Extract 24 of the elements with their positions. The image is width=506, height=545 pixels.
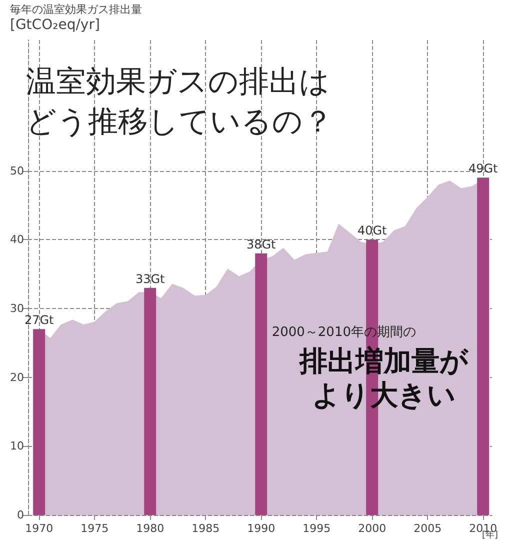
x-tick-label: 1995 xyxy=(302,522,331,535)
bar xyxy=(33,329,46,515)
y-tick-label: 50 xyxy=(10,164,24,178)
text: 温室効果ガスの排出はどう推移しているの？ xyxy=(26,64,333,140)
y-tick-label: 10 xyxy=(10,440,24,453)
x-tick-label: 2000 xyxy=(358,522,386,535)
bar xyxy=(477,178,490,515)
bar xyxy=(144,288,156,515)
x-tick-label: 1990 xyxy=(247,522,276,535)
x-tick-label: 1980 xyxy=(136,522,164,535)
y-axis-title: 毎年の温室効果ガス排出量 [GtCO₂eq/yr] xyxy=(10,3,142,33)
x-tick-label: 2005 xyxy=(414,522,442,535)
data-label: 33Gt xyxy=(135,272,166,286)
x-tick-label: 1975 xyxy=(80,522,109,535)
bar xyxy=(255,253,268,515)
x-tick-label: 1985 xyxy=(192,522,220,535)
x-tick-label: 1970 xyxy=(25,522,54,535)
data-label: 40Gt xyxy=(357,224,388,238)
y-tick-label: 40 xyxy=(10,233,24,246)
data-label: 49Gt xyxy=(468,162,498,176)
y-tick-label: 30 xyxy=(10,302,24,315)
y-tick-label: 0 xyxy=(17,508,24,522)
y-tick-label: 20 xyxy=(10,370,24,384)
data-label: 38Gt xyxy=(246,237,276,252)
